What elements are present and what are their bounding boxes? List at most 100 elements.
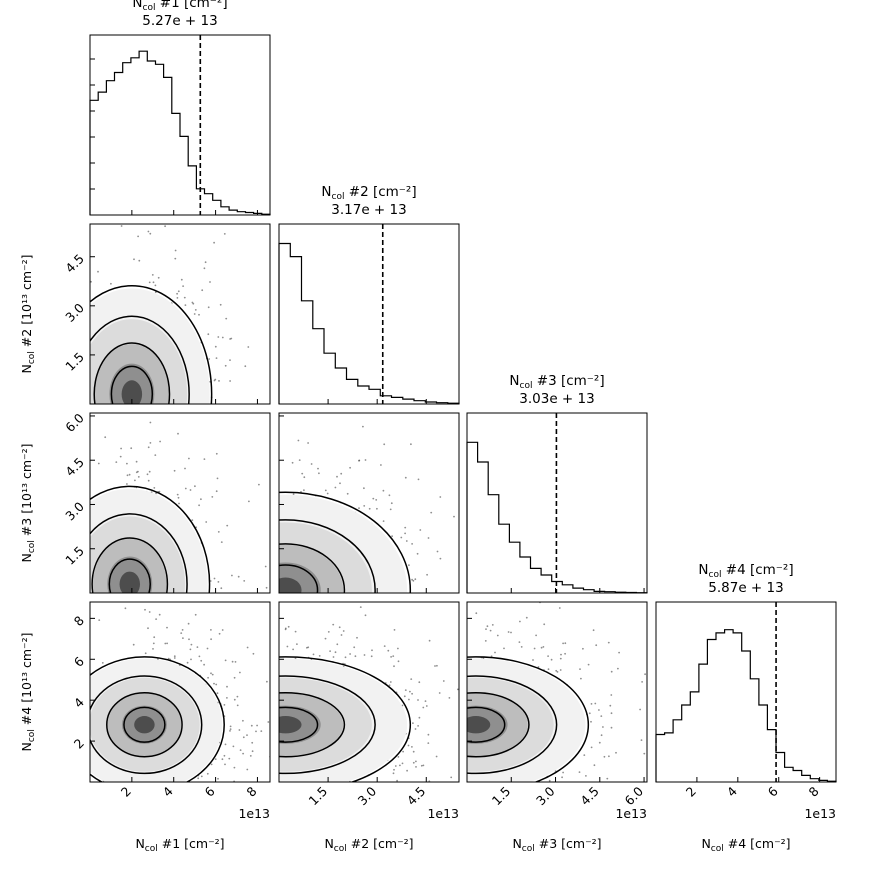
scatter-point: [149, 232, 152, 235]
scatter-point: [233, 544, 235, 546]
scatter-point: [229, 730, 231, 732]
scatter-point: [442, 752, 444, 754]
scatter-point: [115, 803, 117, 805]
scatter-point: [622, 792, 624, 794]
scatter-point: [210, 600, 212, 602]
scatter-point: [423, 655, 425, 657]
scatter-point: [331, 792, 333, 794]
scatter-point: [494, 845, 496, 847]
scatter-point: [178, 805, 180, 807]
scatter-point: [463, 739, 465, 741]
scatter-point: [275, 708, 277, 710]
scatter-point: [137, 599, 139, 601]
scatter-point: [532, 804, 534, 806]
scatter-point: [109, 468, 111, 470]
scatter-point: [312, 634, 314, 636]
scatter-point: [341, 407, 343, 409]
scatter-point: [136, 647, 138, 649]
scatter-point: [208, 639, 210, 641]
scatter-point: [531, 785, 533, 787]
scatter-point: [141, 650, 143, 652]
scatter-point: [134, 479, 136, 482]
scatter-point: [203, 663, 206, 666]
scatter-point: [196, 630, 198, 632]
hist-title-2-sub: col: [520, 381, 533, 391]
scatter-point: [108, 595, 110, 597]
scatter-point: [381, 655, 383, 657]
panel-3-1: [228, 601, 460, 809]
scatter-point: [594, 702, 597, 705]
scatter-point: [155, 618, 158, 620]
scatter-point: [244, 365, 247, 368]
scatter-point: [174, 489, 176, 491]
scatter-point: [434, 665, 436, 667]
scatter-point: [262, 678, 264, 680]
y-tick-label: 1.5: [62, 349, 87, 374]
density-level-4: [279, 716, 302, 734]
y-axis-label-1-main: N: [19, 364, 34, 373]
scatter-point: [172, 405, 174, 407]
scatter-point: [267, 680, 269, 682]
scatter-point: [447, 650, 449, 652]
hist-step-3: [655, 629, 837, 782]
scatter-point: [382, 489, 385, 492]
scatter-point: [350, 629, 352, 631]
scatter-point: [107, 597, 109, 599]
scatter-point: [499, 812, 501, 814]
scatter-point: [265, 731, 267, 733]
x-tick-label: 1.5: [306, 784, 331, 809]
x-axis-label-2-sub: col: [522, 844, 535, 854]
scatter-point: [148, 470, 151, 473]
axes-frame: [278, 223, 460, 405]
scatter-point: [183, 628, 185, 630]
scatter-point: [349, 653, 351, 655]
hist-bar-1-6: [347, 379, 358, 404]
x-axis-label-0: Ncol #1 [cm⁻²]: [135, 836, 224, 854]
scatter-point: [307, 442, 309, 444]
scatter-point: [348, 639, 350, 641]
scatter-point: [111, 406, 113, 408]
scatter-point: [178, 478, 180, 480]
scatter-point: [146, 784, 148, 786]
scatter-point: [243, 580, 246, 582]
scatter-point: [306, 646, 308, 649]
scatter-point: [417, 616, 419, 618]
scatter-point: [153, 595, 155, 597]
scatter-point: [477, 594, 479, 596]
scatter-point: [295, 622, 297, 624]
hist-title-3-main: N: [698, 562, 708, 578]
scatter-point: [266, 653, 268, 655]
scatter-point: [228, 733, 230, 735]
scatter-point: [153, 636, 156, 639]
scatter-point: [158, 423, 160, 425]
scatter-point: [403, 807, 405, 809]
scatter-point: [370, 655, 373, 658]
scatter-point: [297, 439, 300, 442]
scatter-point: [527, 810, 529, 812]
contour-line-3: [110, 365, 154, 404]
contour-line-1: [279, 519, 376, 593]
scatter-point: [160, 595, 162, 597]
scatter-point: [535, 634, 537, 637]
scatter-point: [405, 785, 407, 787]
scatter-point: [454, 771, 456, 773]
scatter-point: [151, 274, 154, 276]
scatter-point: [326, 634, 328, 636]
scatter-point: [264, 662, 266, 664]
scatter-point: [136, 626, 138, 628]
scatter-point: [305, 632, 307, 634]
scatter-point: [403, 695, 406, 698]
panel-content-2-0: [90, 413, 268, 786]
scatter-point: [156, 785, 158, 787]
scatter-point: [448, 697, 451, 699]
scatter-point: [144, 639, 146, 641]
scatter-point: [158, 653, 160, 655]
scatter-point: [307, 607, 309, 609]
scatter-point: [417, 478, 420, 481]
contour-line-0: [279, 656, 412, 782]
scatter-point: [144, 433, 146, 435]
y-axis-label-1-rest: #2 [10¹³ cm⁻²]: [19, 254, 34, 351]
scatter-point: [274, 689, 276, 691]
scatter-point: [260, 696, 262, 698]
scatter-point: [393, 629, 396, 631]
